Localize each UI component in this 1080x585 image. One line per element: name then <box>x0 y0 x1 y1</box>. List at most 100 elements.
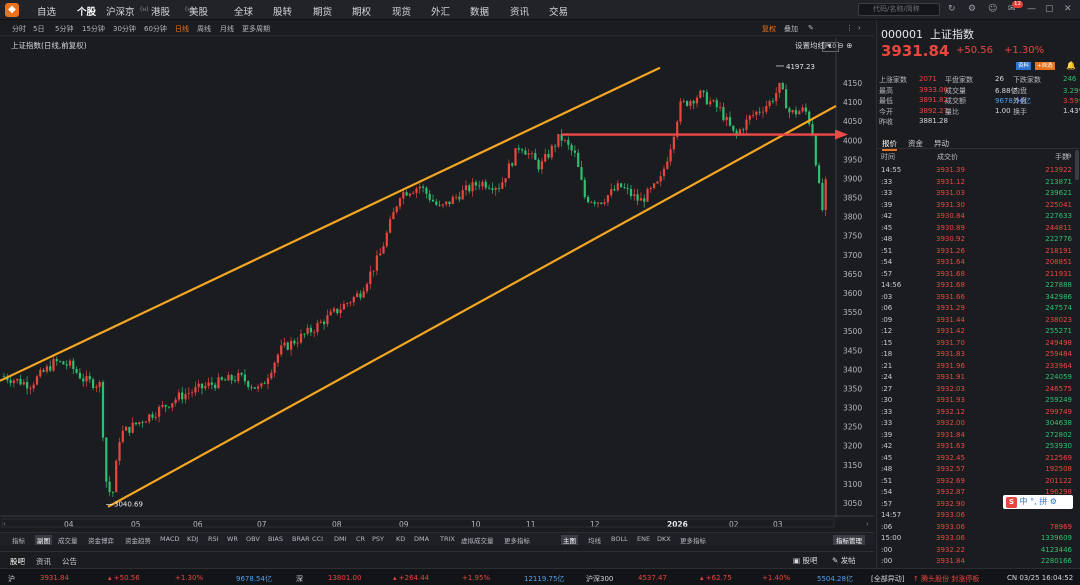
ime-punct-icon[interactable]: °, <box>1030 497 1037 506</box>
set-ma-button[interactable]: 设置均线 ▾ ⊖ ⊕ <box>795 41 853 50</box>
tick-row[interactable]: :00 3932.22 4123446 <box>876 546 1074 558</box>
ticker-alert[interactable]: ↑ 腾头股份 封涨停板 <box>913 575 980 583</box>
tick-row[interactable]: :54 3931.64 208851 <box>876 258 1074 270</box>
ime-settings-icon[interactable]: ⚙ <box>1049 497 1057 506</box>
post-button[interactable]: ✎ 发帖 <box>832 556 856 565</box>
nav-item-3[interactable]: 港股 <box>151 7 171 18</box>
tick-row[interactable]: :48 3932.57 192508 <box>876 465 1074 477</box>
ticker-news[interactable]: [全部异动] <box>871 575 905 583</box>
tick-row[interactable]: :00 3931.84 2280166 <box>876 557 1074 569</box>
message-icon[interactable]: ✉ <box>1008 4 1016 14</box>
nav-item-6[interactable]: 股转 <box>273 7 293 18</box>
tick-row[interactable]: :57 3932.90 <box>876 500 1074 512</box>
tab-notice[interactable]: 公告 <box>62 557 77 566</box>
tick-row[interactable]: :39 3931.84 272802 <box>876 431 1074 443</box>
nav-item-7[interactable]: 期货 <box>313 7 333 18</box>
ime-toolbar[interactable]: S 中 °, 拼 ⚙ <box>1003 495 1073 509</box>
kline-chart[interactable]: 4150 4100 4050 4000 3950 3900 3850 3800 3750 3700… <box>0 38 874 532</box>
tick-row[interactable]: 14:57 3933.06 <box>876 511 1074 523</box>
ticker-hs300-label[interactable]: 沪深300 <box>586 575 614 583</box>
period-5[interactable]: 60分钟 <box>144 25 167 33</box>
ime-lang[interactable]: 中 <box>1019 497 1028 506</box>
indicator-8[interactable]: WR <box>227 535 238 543</box>
indicator-1[interactable]: 副图 <box>35 535 52 545</box>
main-indicator-0[interactable]: 主图 <box>561 535 578 545</box>
add-fav-button[interactable]: +自选 <box>1035 62 1055 70</box>
minimize-icon[interactable]: — <box>1027 4 1036 14</box>
nav-item-1[interactable]: 个股 <box>77 4 97 22</box>
tab-news[interactable]: 资讯 <box>36 557 51 566</box>
nav-item-9[interactable]: 现货 <box>392 7 412 18</box>
chart-menu-icon[interactable]: ⋮ <box>846 24 853 32</box>
tick-row[interactable]: :33 3932.00 304638 <box>876 419 1074 431</box>
nav-item-13[interactable]: 交易 <box>549 7 569 18</box>
indicator-12[interactable]: CCI <box>312 535 323 543</box>
indicator-20[interactable]: 更多指标 <box>504 537 530 545</box>
filter-icon[interactable]: ⊖ <box>1066 152 1072 160</box>
tick-row[interactable]: :09 3931.44 238023 <box>876 316 1074 328</box>
settings-icon[interactable]: ⚙ <box>968 4 977 14</box>
search-input[interactable]: 代码/名称/简称 <box>858 3 940 16</box>
indicator-13[interactable]: DMI <box>334 535 347 543</box>
tick-row[interactable]: :48 3930.92 222776 <box>876 235 1074 247</box>
tick-scrollbar[interactable] <box>1075 150 1079 180</box>
main-indicator-4[interactable]: DKX <box>657 535 671 543</box>
close-icon[interactable]: ✕ <box>1064 4 1072 14</box>
tab-alert[interactable]: 异动 <box>934 139 949 148</box>
tick-row[interactable]: 14:55 3931.39 213922 <box>876 166 1074 178</box>
tick-row[interactable]: :45 3930.89 244811 <box>876 224 1074 236</box>
period-1[interactable]: 5日 <box>33 25 45 33</box>
tick-row[interactable]: :24 3931.91 224059 <box>876 373 1074 385</box>
indicator-0[interactable]: 指标 <box>12 537 25 545</box>
tick-row[interactable]: :06 3931.29 247574 <box>876 304 1074 316</box>
nav-item-0[interactable]: 自选 <box>37 7 57 18</box>
tick-row[interactable]: 15:00 3933.06 1339609 <box>876 534 1074 546</box>
tick-row[interactable]: :03 3931.66 342986 <box>876 293 1074 305</box>
app-logo-icon[interactable]: ◆ <box>5 3 19 17</box>
maximize-icon[interactable]: ▢ <box>1045 4 1054 14</box>
guba-button[interactable]: ▣ 股吧 <box>793 556 818 565</box>
overlay-button[interactable]: 叠加 <box>784 25 798 33</box>
period-4[interactable]: 30分钟 <box>113 25 136 33</box>
main-indicator-5[interactable]: 更多指标 <box>680 537 706 545</box>
ticker-sh-label[interactable]: 沪 <box>8 575 15 583</box>
ticker-sz-label[interactable]: 深 <box>296 575 303 583</box>
nav-item-12[interactable]: 资讯 <box>510 7 530 18</box>
indicator-3[interactable]: 资金博弈 <box>88 537 114 545</box>
tick-row[interactable]: :39 3931.30 225041 <box>876 201 1074 213</box>
tick-row[interactable]: :33 3931.12 213871 <box>876 178 1074 190</box>
indicator-11[interactable]: BRAR <box>292 535 310 543</box>
tick-row[interactable]: :30 3931.93 259249 <box>876 396 1074 408</box>
user-icon[interactable]: ☺ <box>988 4 998 14</box>
tick-row[interactable]: :06 3933.06 78969 <box>876 523 1074 535</box>
tick-row[interactable]: :51 3932.69 201122 <box>876 477 1074 489</box>
tick-row[interactable]: 14:56 3931.68 227888 <box>876 281 1074 293</box>
main-indicator-3[interactable]: ENE <box>637 535 651 543</box>
tab-fund[interactable]: 资金 <box>908 139 923 148</box>
indicator-5[interactable]: MACD <box>160 535 180 543</box>
tick-row[interactable]: :18 3931.83 259484 <box>876 350 1074 362</box>
tick-row[interactable]: :42 3931.63 253930 <box>876 442 1074 454</box>
tab-guba[interactable]: 股吧 <box>10 557 25 566</box>
indicator-19[interactable]: 虚拟成交量 <box>461 537 494 545</box>
main-indicator-1[interactable]: 均线 <box>588 537 601 545</box>
tick-row[interactable]: :21 3931.96 233964 <box>876 362 1074 374</box>
period-7[interactable]: 周线 <box>197 25 211 33</box>
tab-quote[interactable]: 报价 <box>882 138 897 151</box>
nav-item-10[interactable]: 外汇 <box>431 7 451 18</box>
indicator-10[interactable]: BIAS <box>268 535 283 543</box>
draw-icon[interactable]: ✎ <box>808 24 814 32</box>
indicator-16[interactable]: KD <box>396 535 406 543</box>
tick-row[interactable]: :57 3931.68 211931 <box>876 270 1074 282</box>
indicator-manage-button[interactable]: 指标管理 <box>833 535 865 545</box>
indicator-18[interactable]: TRIX <box>440 535 455 543</box>
indicator-14[interactable]: CR <box>356 535 366 543</box>
indicator-17[interactable]: DMA <box>414 535 430 543</box>
tick-row[interactable]: :15 3931.70 249498 <box>876 339 1074 351</box>
indicator-2[interactable]: 成交量 <box>58 537 78 545</box>
f10-button[interactable]: F10 <box>822 42 840 52</box>
chart-collapse-icon[interactable]: › <box>858 24 861 32</box>
info-button[interactable]: 资料 <box>1016 62 1032 70</box>
period-8[interactable]: 月线 <box>220 25 234 33</box>
tick-row[interactable]: :42 3930.84 227633 <box>876 212 1074 224</box>
